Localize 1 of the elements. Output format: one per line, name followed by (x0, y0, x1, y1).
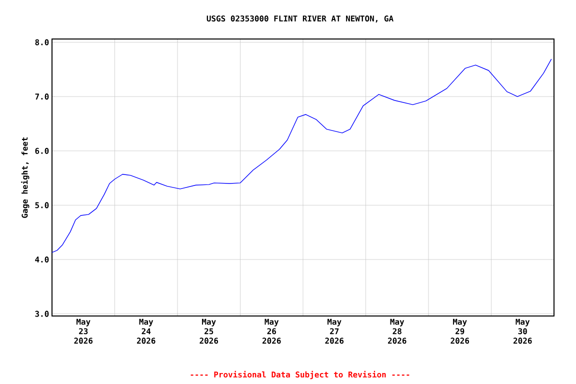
line-series (52, 58, 552, 253)
